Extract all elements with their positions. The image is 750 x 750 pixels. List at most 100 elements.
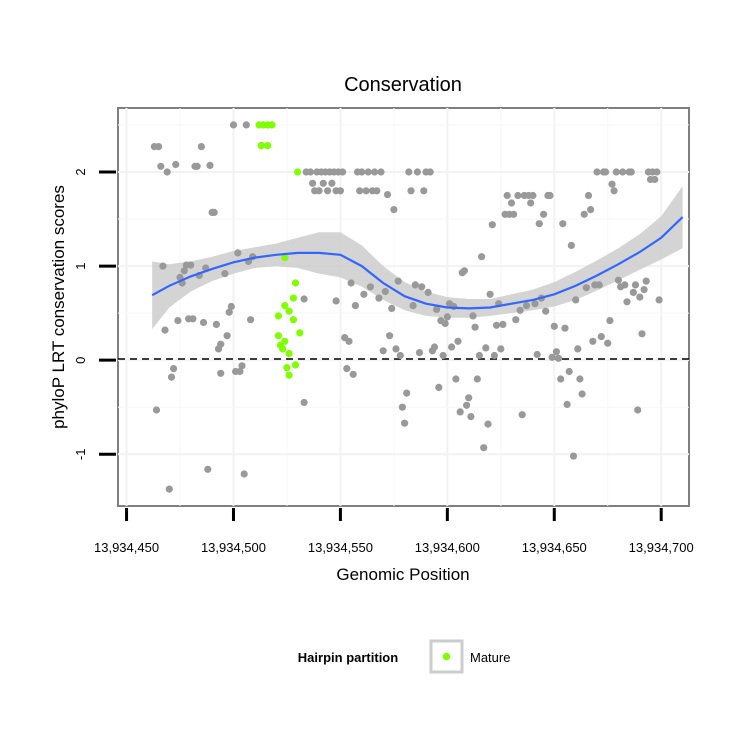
data-point: [227, 302, 235, 311]
data-point: [604, 339, 612, 347]
data-point: [418, 283, 426, 291]
data-point: [516, 306, 524, 314]
legend-mature-swatch: [442, 652, 451, 661]
data-point: [533, 350, 541, 359]
data-point: [655, 296, 663, 304]
data-point: [490, 351, 498, 360]
data-point: [529, 191, 537, 200]
data-point: [653, 168, 661, 176]
mature-point: [283, 364, 291, 372]
x-tick-label-4: 13,934,650: [522, 540, 587, 555]
data-point: [161, 326, 169, 334]
data-point: [552, 348, 561, 356]
data-point: [473, 375, 481, 383]
mature-point: [294, 168, 302, 176]
data-point: [550, 322, 558, 330]
data-point: [328, 179, 336, 187]
data-point: [426, 168, 434, 176]
data-point: [407, 187, 415, 195]
data-point: [631, 281, 640, 289]
data-point: [392, 345, 400, 353]
mature-point: [291, 279, 300, 287]
data-point: [217, 340, 225, 348]
data-point: [199, 318, 208, 327]
data-point: [236, 367, 244, 376]
y-tick-label-0: -1: [73, 449, 88, 461]
data-point: [221, 270, 229, 278]
data-point: [482, 344, 490, 352]
y-tick-label-1: 0: [73, 357, 88, 364]
data-point: [435, 383, 443, 391]
data-point: [623, 298, 631, 306]
data-point: [460, 267, 468, 275]
data-point: [527, 199, 535, 207]
data-point: [452, 375, 460, 383]
data-point: [159, 262, 167, 270]
data-point: [542, 307, 550, 315]
data-point: [546, 191, 554, 200]
mature-point: [264, 142, 272, 150]
data-point: [548, 353, 556, 361]
data-point: [471, 323, 479, 331]
data-point: [488, 221, 496, 229]
data-point: [535, 220, 543, 228]
data-point: [507, 199, 516, 207]
data-point: [309, 179, 317, 187]
data-point: [610, 187, 618, 195]
mature-point: [257, 142, 265, 150]
data-point: [345, 337, 353, 345]
data-point: [300, 295, 308, 303]
data-point: [514, 191, 522, 200]
data-point: [165, 485, 173, 493]
data-point: [358, 168, 366, 176]
data-point: [627, 168, 635, 176]
data-point: [206, 161, 214, 169]
data-point: [336, 187, 344, 195]
data-point: [574, 345, 582, 353]
data-point: [469, 312, 477, 320]
data-point: [413, 168, 421, 176]
data-point: [557, 375, 565, 383]
legend: Hairpin partition Mature: [298, 639, 510, 674]
data-point: [315, 187, 323, 195]
data-point: [360, 290, 368, 298]
data-point: [503, 191, 511, 200]
chart-title: Conservation: [344, 74, 462, 96]
data-point: [642, 277, 650, 285]
data-point: [433, 305, 441, 313]
data-point: [602, 168, 610, 176]
data-point: [300, 398, 308, 407]
data-point: [561, 324, 569, 332]
data-point: [595, 281, 603, 289]
data-point: [572, 296, 580, 304]
data-point: [441, 319, 449, 328]
data-point: [217, 369, 225, 377]
data-point: [238, 362, 246, 370]
data-point: [448, 343, 456, 351]
mature-point: [281, 254, 289, 262]
data-point: [377, 168, 385, 176]
data-point: [638, 330, 646, 338]
data-point: [634, 406, 642, 414]
confidence-ribbon-layer: [152, 186, 683, 330]
data-point: [567, 241, 576, 249]
data-point: [401, 419, 409, 427]
data-point: [381, 287, 389, 296]
mature-point: [279, 345, 287, 353]
smooth-line-layer: [151, 216, 684, 310]
y-tick-label-3: 2: [73, 168, 88, 175]
data-point: [362, 187, 370, 195]
data-point: [621, 281, 629, 289]
data-point: [475, 351, 483, 360]
data-point: [371, 168, 379, 176]
data-point: [454, 337, 462, 345]
data-point: [587, 206, 595, 214]
mature-point: [291, 361, 300, 369]
mature-point: [289, 316, 297, 324]
data-point: [204, 465, 212, 473]
points-layer: [150, 121, 663, 493]
data-point: [578, 390, 586, 398]
data-point: [347, 279, 355, 287]
data-point: [415, 349, 424, 357]
